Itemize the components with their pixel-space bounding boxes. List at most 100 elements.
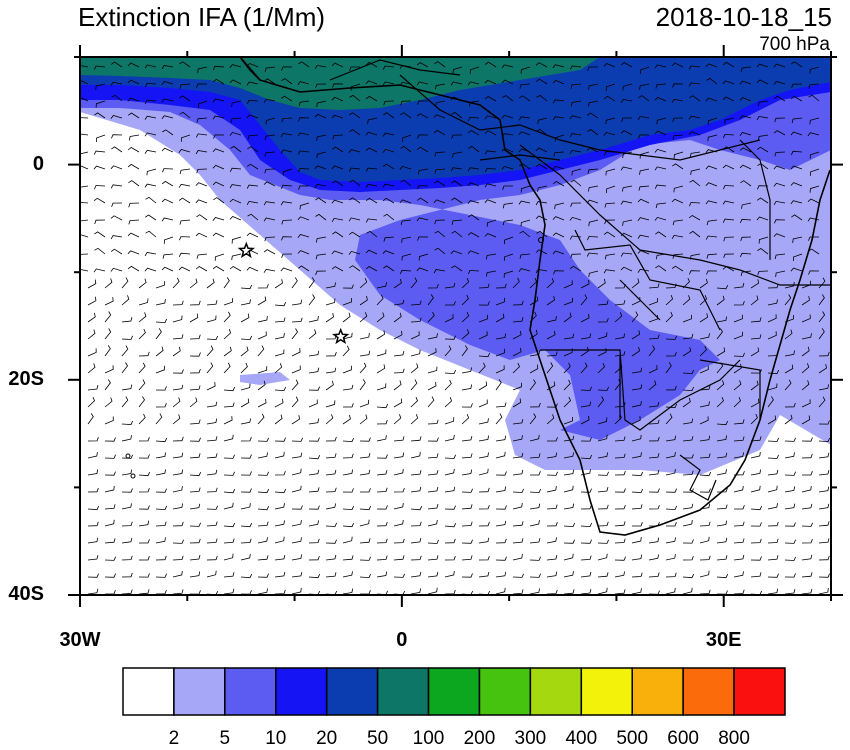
wind-barb: [161, 217, 174, 222]
wind-barb: [223, 489, 236, 494]
wind-barb: [80, 219, 89, 222]
wind-barb: [223, 553, 234, 561]
wind-barb: [654, 216, 667, 221]
wind-barb: [519, 253, 531, 259]
wind-barb: [427, 311, 435, 323]
wind-barb: [427, 470, 439, 476]
star-marker: [332, 327, 350, 345]
wind-barb: [495, 471, 507, 476]
wind-barb: [638, 185, 650, 191]
wind-barb: [138, 573, 150, 578]
wind-barb: [723, 236, 735, 242]
wind-barb: [342, 488, 354, 493]
wind-barb: [291, 452, 303, 459]
wind-barb: [104, 454, 116, 459]
wind-barb: [231, 236, 242, 244]
wind-barb: [264, 168, 276, 174]
wind-barb: [161, 266, 174, 272]
wind-barb: [705, 165, 718, 170]
wind-barb: [790, 165, 803, 170]
wind-barb: [818, 452, 830, 459]
wind-barb: [434, 180, 446, 187]
wind-barb: [705, 235, 718, 240]
wind-barb: [87, 487, 99, 493]
wind-barb: [604, 253, 616, 260]
wind-barb: [359, 278, 368, 289]
wind-barb: [503, 253, 514, 261]
wind-barb: [665, 452, 676, 459]
wind-barb: [501, 165, 514, 170]
wind-barb: [342, 332, 353, 340]
wind-barb: [818, 311, 826, 323]
wind-barb: [138, 328, 146, 340]
wind-barb: [750, 469, 761, 476]
wind-barb: [299, 202, 310, 210]
wind-barb: [155, 452, 166, 459]
wind-barb: [597, 471, 609, 476]
wind-barb: [195, 133, 208, 138]
wind-barb: [263, 201, 276, 206]
wind-barb: [138, 362, 146, 374]
wind-barb: [325, 400, 336, 408]
wind-barb: [722, 218, 735, 223]
wind-barb: [518, 268, 531, 272]
wind-barb: [212, 148, 225, 153]
wind-barb: [614, 300, 626, 306]
wind-barb: [580, 539, 592, 544]
wind-barb: [314, 113, 327, 119]
wind-barb: [784, 471, 796, 476]
wind-barb: [138, 454, 150, 459]
wind-barb: [308, 329, 317, 340]
wind-barb: [342, 384, 354, 391]
wind-barb: [467, 250, 480, 255]
wind-barb: [580, 401, 592, 408]
wind-barb: [546, 351, 558, 357]
wind-barb: [410, 451, 421, 459]
wind-barb: [80, 117, 89, 119]
wind-barb: [563, 333, 575, 340]
wind-barb: [614, 470, 626, 476]
wind-barb: [96, 134, 106, 143]
wind-barb: [699, 345, 707, 357]
wind-barb: [535, 62, 548, 68]
wind-barb: [784, 281, 795, 289]
wind-barb: [104, 365, 114, 374]
wind-barb: [189, 385, 201, 391]
wind-barb: [484, 96, 497, 102]
wind-barb: [767, 396, 774, 408]
wind-barb: [161, 198, 174, 204]
wind-barb: [161, 147, 174, 153]
wind-barb: [223, 454, 235, 459]
wind-barb: [223, 538, 235, 544]
wind-barb: [138, 396, 145, 408]
wind-barb: [104, 297, 114, 306]
wind-barb: [809, 151, 820, 159]
wind-barb: [631, 471, 644, 477]
wind-barb: [673, 151, 684, 159]
wind-barb: [230, 145, 242, 153]
wind-barb: [654, 184, 667, 189]
wind-barb: [427, 419, 439, 425]
wind-barb: [231, 100, 242, 107]
wind-barb: [223, 502, 234, 510]
wind-barb: [784, 314, 794, 323]
pressure-level: 700 hPa: [759, 34, 830, 55]
wind-barb: [461, 488, 473, 493]
wind-barb: [688, 215, 701, 221]
wind-barb: [257, 366, 268, 374]
wind-barb: [512, 538, 524, 544]
wind-barb: [757, 134, 769, 141]
wind-barb: [291, 328, 298, 340]
wind-barb: [291, 347, 301, 357]
wind-barb: [563, 416, 573, 425]
wind-barb: [597, 452, 608, 459]
wind-barb: [342, 536, 353, 544]
wind-barb: [631, 554, 643, 561]
wind-barb: [417, 134, 429, 139]
wind-barb: [274, 333, 285, 340]
wind-barb: [767, 283, 779, 289]
wind-barb: [427, 366, 438, 374]
wind-barb: [87, 521, 99, 527]
wind-barb: [597, 300, 609, 306]
wind-barb: [478, 556, 490, 561]
